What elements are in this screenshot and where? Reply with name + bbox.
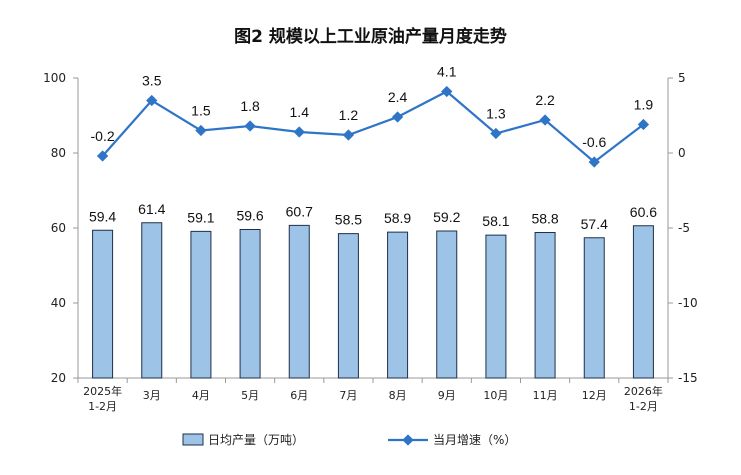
bar-value-label: 60.7 <box>286 203 313 219</box>
x-tick-label: 10月 <box>483 389 508 402</box>
line-value-label: -0.2 <box>91 128 115 144</box>
y-right-tick-label: -15 <box>678 371 698 385</box>
line-value-label: 4.1 <box>437 64 457 80</box>
line-point <box>588 156 600 168</box>
line-value-label: 1.9 <box>634 97 654 113</box>
line-point <box>391 111 404 123</box>
legend-line-label: 当月增速（%） <box>433 433 516 447</box>
x-tick-label: 4月 <box>192 389 210 402</box>
bar <box>583 237 605 379</box>
y-right-tick-label: 0 <box>678 146 686 160</box>
x-tick-label: 3月 <box>143 389 161 402</box>
bar-value-label: 58.8 <box>531 211 558 227</box>
line-value-label: 2.4 <box>388 89 408 105</box>
bar-value-label: 59.4 <box>89 208 116 224</box>
bar-value-label: 58.5 <box>335 212 362 228</box>
growth-line <box>101 90 645 164</box>
legend-bar-label: 日均产量（万吨） <box>208 433 304 447</box>
x-tick-label: 8月 <box>389 389 407 402</box>
line-value-label: 1.4 <box>290 104 310 120</box>
bar <box>190 230 212 379</box>
bar <box>288 224 310 379</box>
y-left-tick-label: 80 <box>51 146 66 160</box>
bar <box>436 230 458 379</box>
bar-value-label: 57.4 <box>581 216 608 232</box>
legend-line-marker <box>402 434 414 446</box>
line-value-label: 1.5 <box>191 103 211 119</box>
line-point <box>293 126 305 138</box>
line-value-label: 1.8 <box>240 98 260 114</box>
y-left-tick-label: 20 <box>51 371 66 385</box>
line-point <box>342 129 355 141</box>
bar <box>239 229 261 379</box>
line-value-label: 3.5 <box>142 73 162 89</box>
x-tick-label: 9月 <box>438 389 456 402</box>
line-value-label: -0.6 <box>582 134 606 150</box>
line-value-label: 1.2 <box>339 107 359 123</box>
bar-value-label: 60.6 <box>630 204 657 220</box>
bar-value-label: 59.2 <box>433 209 460 225</box>
y-right-tick-label: -5 <box>678 221 690 235</box>
y-left-tick-label: 100 <box>43 71 66 85</box>
bar <box>485 234 507 379</box>
chart-title: 图2 规模以上工业原油产量月度走势 <box>234 27 507 47</box>
x-tick-label: 2025年 <box>83 384 122 398</box>
bar <box>92 229 114 379</box>
line-point <box>244 120 256 132</box>
line-value-label: 2.2 <box>535 92 555 108</box>
y-left-tick-label: 40 <box>51 296 66 310</box>
bar <box>534 232 556 379</box>
line-point <box>490 127 502 140</box>
bar <box>632 225 654 379</box>
y-right-tick-label: -10 <box>678 296 698 310</box>
y-right-tick-label: 5 <box>678 71 686 85</box>
bar-value-label: 59.6 <box>236 208 263 224</box>
line-value-label: 1.3 <box>486 106 506 122</box>
x-tick-label: 2026年 <box>624 384 663 398</box>
bar-value-label: 58.1 <box>482 213 509 229</box>
bar-value-label: 61.4 <box>138 201 165 217</box>
x-tick-label: 6月 <box>290 389 308 402</box>
bar-value-label: 58.9 <box>384 210 411 226</box>
x-tick-label: 7月 <box>339 389 357 402</box>
x-tick-label: 1-2月 <box>88 400 117 413</box>
x-tick-label: 11月 <box>533 389 558 402</box>
line-point <box>195 124 207 137</box>
x-tick-label: 5月 <box>241 389 259 402</box>
bar <box>141 222 163 379</box>
legend-bar-swatch <box>182 433 204 446</box>
bar <box>387 231 409 379</box>
x-tick-label: 12月 <box>582 389 607 402</box>
y-left-tick-label: 60 <box>51 221 66 235</box>
bar-value-label: 59.1 <box>187 209 214 225</box>
x-tick-label: 1-2月 <box>629 400 658 413</box>
bar <box>337 233 359 379</box>
